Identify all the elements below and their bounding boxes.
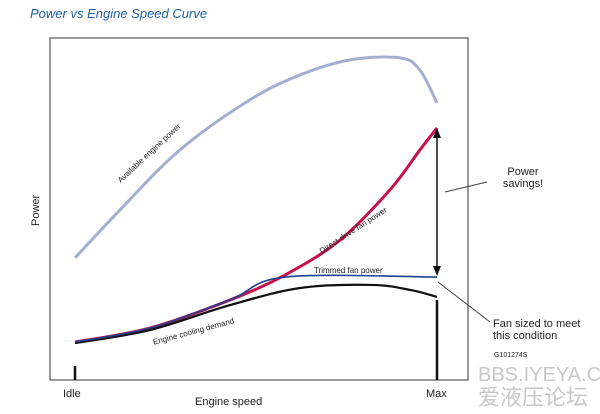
series-line-engine-cooling-demand xyxy=(74,283,438,345)
plot-frame xyxy=(49,37,469,381)
arrow-head-down xyxy=(433,266,441,276)
arrow-head-up xyxy=(433,128,441,138)
series-line-trimmed-fan-power xyxy=(74,274,438,343)
condition-leader xyxy=(437,281,491,323)
annotation-condition: Fan sized to meet this condition xyxy=(493,318,581,342)
x-tick-idle: Idle xyxy=(63,388,81,400)
y-axis-label: Power xyxy=(30,194,42,226)
series-line-available-engine-power xyxy=(73,55,439,259)
figure-code: G101274S xyxy=(494,352,528,359)
x-tick-max: Max xyxy=(426,388,447,400)
annotation-savings: Power savings! xyxy=(502,166,544,190)
watermark-line2: 爱液压论坛 xyxy=(478,385,589,410)
x-axis-label: Engine speed xyxy=(195,396,263,408)
savings-leader xyxy=(444,181,488,193)
chart-title: Power vs Engine Speed Curve xyxy=(30,6,208,21)
watermark: BBS.IYEYA.CN爱液压论坛 xyxy=(478,364,600,409)
series-line-direct-drive-fan-power xyxy=(74,127,439,344)
watermark-line1: BBS.IYEYA.CN xyxy=(478,364,600,386)
series-label-trimmed: Trimmed fan power xyxy=(314,266,383,275)
